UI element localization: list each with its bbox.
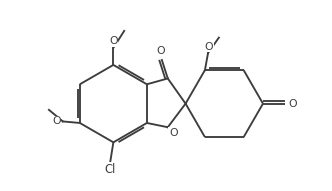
Text: O: O bbox=[205, 41, 213, 52]
Text: Cl: Cl bbox=[105, 163, 116, 176]
Text: O: O bbox=[109, 36, 118, 46]
Text: O: O bbox=[52, 117, 60, 126]
Text: O: O bbox=[288, 99, 297, 109]
Text: O: O bbox=[156, 46, 165, 56]
Text: O: O bbox=[169, 128, 178, 138]
